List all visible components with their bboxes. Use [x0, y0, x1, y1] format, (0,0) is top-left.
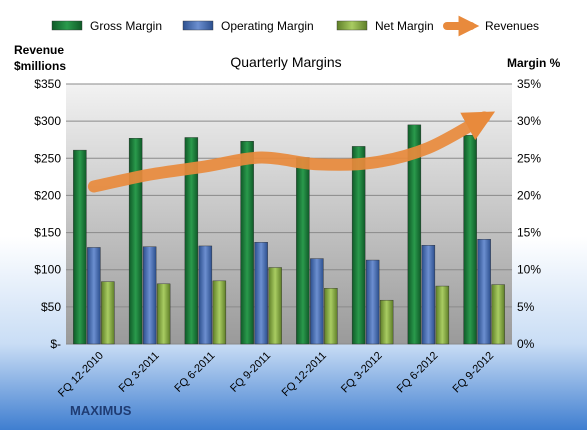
bar-gross-margin — [296, 157, 310, 345]
bar-operating-margin — [310, 258, 324, 345]
bar-operating-margin — [254, 242, 268, 345]
right-tick-label: 30% — [517, 114, 541, 128]
left-tick-label: $300 — [34, 114, 61, 128]
right-tick-label: 35% — [517, 77, 541, 91]
legend-label: Operating Margin — [221, 19, 314, 33]
left-tick-label: $150 — [34, 226, 61, 240]
left-tick-label: $- — [50, 337, 61, 351]
bar-gross-margin — [73, 149, 87, 345]
bar-operating-margin — [477, 239, 491, 345]
bar-operating-margin — [142, 246, 157, 345]
chart-title: Quarterly Margins — [230, 54, 341, 70]
bar-gross-margin — [351, 146, 366, 345]
bar-net-margin — [379, 299, 394, 345]
right-tick-label: 15% — [517, 226, 541, 240]
right-tick-label: 20% — [517, 188, 541, 202]
legend-label: Gross Margin — [90, 19, 162, 33]
right-tick-label: 10% — [517, 263, 541, 277]
bar-gross-margin — [184, 137, 199, 345]
bar-operating-margin — [365, 259, 380, 345]
revenue-series-line — [87, 111, 496, 193]
legend-label: Net Margin — [375, 19, 434, 33]
bar-gross-margin — [407, 124, 422, 345]
right-tick-label: 25% — [517, 151, 541, 165]
bar-operating-margin — [198, 245, 213, 345]
legend-swatch — [51, 20, 83, 31]
bar-operating-margin — [421, 244, 436, 345]
bar-gross-margin — [240, 140, 254, 345]
bar-net-margin — [491, 284, 505, 345]
bar-net-margin — [435, 285, 450, 345]
left-tick-label: $200 — [34, 188, 61, 202]
left-tick-label: $350 — [34, 77, 61, 91]
legend-label: Revenues — [485, 19, 539, 33]
bar-gross-margin — [463, 135, 477, 345]
left-tick-label: $250 — [34, 151, 61, 165]
bar-gross-margin — [128, 138, 143, 345]
left-axis-label-line1: Revenue — [14, 43, 64, 57]
revenue-line — [87, 111, 496, 193]
legend-swatch — [336, 20, 368, 31]
bar-net-margin — [268, 267, 282, 345]
bar-operating-margin — [87, 247, 101, 345]
legend-swatch — [182, 20, 214, 31]
bar-net-margin — [156, 283, 171, 345]
bars — [73, 124, 505, 345]
left-tick-label: $50 — [41, 300, 61, 314]
brand-label: MAXIMUS — [70, 403, 132, 418]
right-axis-label: Margin % — [507, 56, 561, 70]
bar-net-margin — [324, 288, 338, 345]
right-axis-ticks: 0% 5% 10% 15% 20% 25% 30% 35% — [517, 77, 541, 351]
left-axis-ticks: $- $50 $100 $150 $200 $250 $300 $350 — [34, 77, 61, 351]
legend: Gross Margin Operating Margin Net Margin Re… — [51, 15, 539, 37]
bar-net-margin — [101, 281, 115, 345]
right-tick-label: 0% — [517, 337, 535, 351]
left-tick-label: $100 — [34, 263, 61, 277]
right-tick-label: 5% — [517, 300, 535, 314]
bar-net-margin — [212, 280, 227, 345]
left-axis-label-line2: $millions — [14, 59, 66, 73]
